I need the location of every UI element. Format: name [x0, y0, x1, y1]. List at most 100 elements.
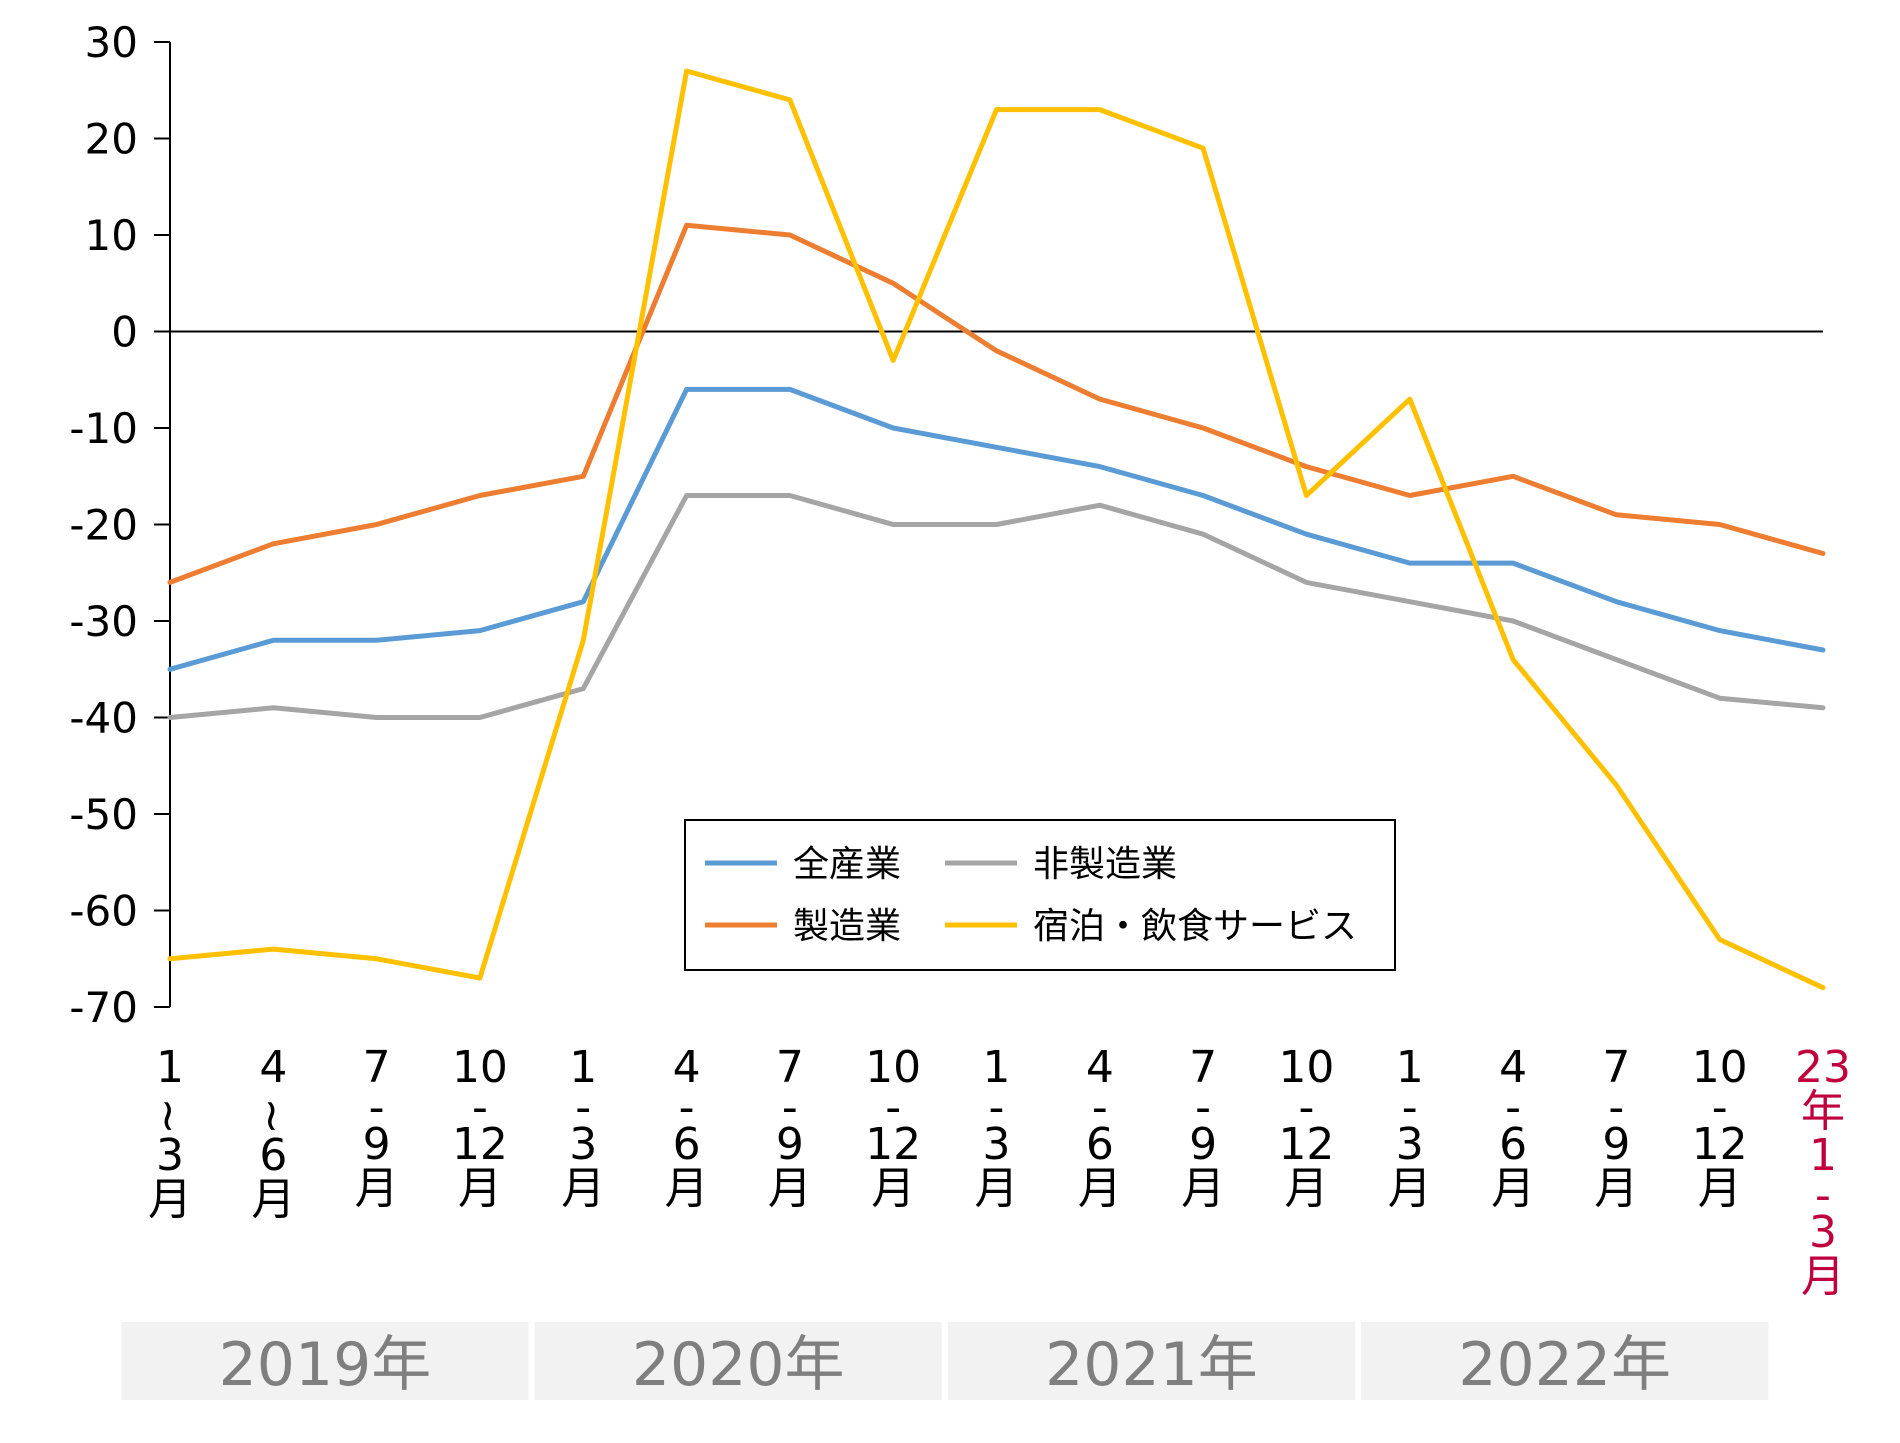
x-axis: 1~3月4~6月7-9月10-12月1-3月4-6月7-9月10-12月1-3月…	[143, 1042, 1851, 1302]
x-tick-dash: -	[885, 1082, 901, 1133]
legend-label: 非製造業	[1033, 844, 1177, 885]
x-tick-tilde: ~	[143, 1098, 194, 1135]
x-tick-label-group: 4 ~6月	[246, 1042, 297, 1225]
x-tick-label: 年	[1801, 1086, 1845, 1137]
x-tick-label-group: 10-12月	[865, 1042, 921, 1214]
x-tick-label: 10	[1278, 1042, 1334, 1093]
x-tick-label: 7	[776, 1042, 804, 1093]
x-tick-label: 9	[776, 1119, 804, 1170]
x-tick-dash: -	[1505, 1082, 1521, 1133]
x-tick-label: 月	[1491, 1163, 1535, 1214]
x-tick-label: 12	[865, 1119, 921, 1170]
x-tick-label-group: 1 ~3月	[143, 1042, 194, 1225]
x-tick-label: 月	[148, 1174, 192, 1225]
x-tick-label-group: 1-3月	[561, 1042, 605, 1214]
y-tick-label: -30	[69, 597, 138, 646]
x-tick-label: 月	[561, 1163, 605, 1214]
x-tick-label: 4	[673, 1042, 701, 1093]
x-tick-label: 月	[1284, 1163, 1328, 1214]
x-tick-label-group: 4-6月	[665, 1042, 709, 1214]
x-tick-label: 月	[355, 1163, 399, 1214]
x-tick-label: 月	[871, 1163, 915, 1214]
year-label: 2021年	[1045, 1330, 1258, 1400]
x-tick-label: 3	[569, 1119, 597, 1170]
x-tick-dash: -	[575, 1082, 591, 1133]
x-tick-label: 7	[1189, 1042, 1217, 1093]
x-tick-label: 月	[1388, 1163, 1432, 1214]
y-tick-label: -20	[69, 501, 138, 550]
x-tick-label: 7	[1602, 1042, 1630, 1093]
x-tick-label: 月	[1594, 1163, 1638, 1214]
x-tick-label: 9	[363, 1119, 391, 1170]
series-line-3	[167, 493, 1826, 720]
x-tick-label: 6	[259, 1130, 287, 1181]
x-tick-label-group: 10-12月	[1278, 1042, 1334, 1214]
x-tick-label-group: 7-9月	[768, 1042, 812, 1214]
year-label: 2019年	[219, 1330, 432, 1400]
x-tick-label-group: 7-9月	[1181, 1042, 1225, 1214]
x-tick-label: 月	[768, 1163, 812, 1214]
x-tick-tilde: ~	[246, 1098, 297, 1135]
x-tick-label: 4	[1499, 1042, 1527, 1093]
x-tick-label-group: 10-12月	[1692, 1042, 1748, 1214]
legend-box	[684, 819, 1396, 971]
legend-label: 全産業	[793, 844, 901, 885]
x-tick-label: 月	[1801, 1251, 1845, 1302]
x-tick-label: 1	[156, 1042, 184, 1093]
x-tick-label: 月	[1698, 1163, 1742, 1214]
year-label: 2022年	[1458, 1330, 1671, 1400]
y-tick-label: -40	[69, 694, 138, 743]
x-tick-label: 10	[452, 1042, 508, 1093]
legend-label: 製造業	[793, 906, 901, 947]
x-tick-label: 3	[156, 1130, 184, 1181]
x-tick-label: 9	[1189, 1119, 1217, 1170]
y-tick-label: -50	[69, 790, 138, 839]
legend-label: 宿泊・飲食サービス	[1033, 906, 1357, 947]
series-lines	[167, 68, 1826, 991]
x-tick-dash: -	[472, 1082, 488, 1133]
year-band	[947, 1322, 1356, 1400]
x-tick-label: 12	[1692, 1119, 1748, 1170]
x-tick-label: 10	[865, 1042, 921, 1093]
x-tick-dash: -	[1195, 1082, 1211, 1133]
x-tick-dash: -	[782, 1082, 798, 1133]
x-tick-dash: -	[1608, 1082, 1624, 1133]
x-tick-label: 月	[458, 1163, 502, 1214]
x-tick-label-group: 1-3月	[975, 1042, 1019, 1214]
y-tick-label: 10	[85, 211, 138, 260]
y-tick-label: 30	[85, 18, 138, 67]
x-tick-label-group: 7-9月	[1594, 1042, 1638, 1214]
y-tick-label: -60	[69, 887, 138, 936]
x-tick-dash: -	[369, 1082, 385, 1133]
y-axis: 30 20 10 0 -10 -20 -30 -40 -50 -60 -70	[69, 18, 1823, 1032]
x-tick-label: 1	[569, 1042, 597, 1093]
year-bands: 2019年 2020年 2021年 2022年	[121, 1322, 1769, 1400]
x-tick-label: 6	[673, 1119, 701, 1170]
x-tick-label: 3	[1809, 1207, 1837, 1258]
y-tick-label: -10	[69, 404, 138, 453]
series-line-4	[167, 68, 1826, 991]
x-tick-label: 23	[1795, 1042, 1851, 1093]
x-tick-label: 月	[1181, 1163, 1225, 1214]
series-line-2	[167, 222, 1826, 585]
x-tick-label: 3	[1396, 1119, 1424, 1170]
x-tick-label: 7	[363, 1042, 391, 1093]
x-tick-dash: -	[989, 1082, 1005, 1133]
x-tick-dash: -	[1298, 1082, 1314, 1133]
series-line-1	[167, 386, 1826, 672]
x-tick-label: 12	[1278, 1119, 1334, 1170]
x-tick-label-group: 10-12月	[452, 1042, 508, 1214]
x-tick-label-group: 7-9月	[355, 1042, 399, 1214]
x-tick-label: 9	[1602, 1119, 1630, 1170]
x-tick-label: 10	[1692, 1042, 1748, 1093]
x-tick-label: 1	[1396, 1042, 1424, 1093]
x-tick-label: 月	[251, 1174, 295, 1225]
x-tick-label: 月	[975, 1163, 1019, 1214]
x-tick-label: 3	[983, 1119, 1011, 1170]
x-tick-label: 1	[983, 1042, 1011, 1093]
year-band	[121, 1322, 529, 1400]
x-tick-dash: -	[679, 1082, 695, 1133]
